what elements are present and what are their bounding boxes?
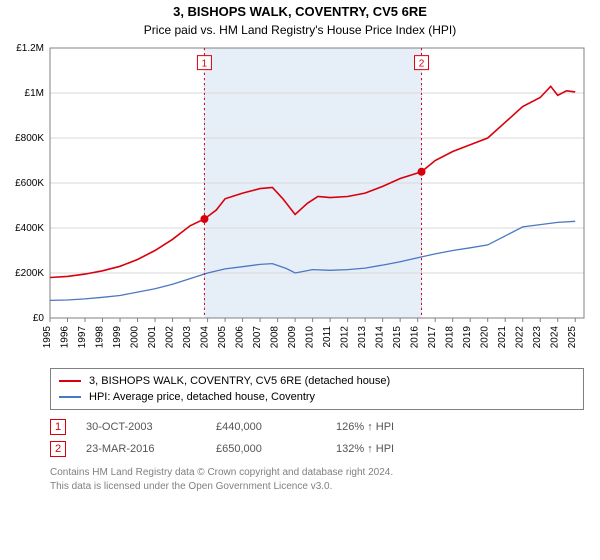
x-axis-label: 1995 [42, 326, 53, 349]
chart-container: 3, BISHOPS WALK, COVENTRY, CV5 6RE Price … [0, 0, 600, 560]
legend-swatch [59, 380, 81, 382]
x-axis-label: 2001 [147, 326, 158, 349]
transaction-hpi: 126% ↑ HPI [336, 421, 456, 433]
x-axis-label: 2006 [235, 326, 246, 349]
transaction-price: £440,000 [216, 421, 336, 433]
x-axis-label: 2023 [532, 326, 543, 349]
legend: 3, BISHOPS WALK, COVENTRY, CV5 6RE (deta… [50, 368, 584, 410]
x-axis-label: 2010 [305, 326, 316, 349]
x-axis-label: 1997 [77, 326, 88, 349]
footer-line-2: This data is licensed under the Open Gov… [50, 480, 584, 494]
marker-point [200, 215, 208, 223]
transaction-marker: 1 [50, 419, 66, 435]
x-axis-label: 2003 [182, 326, 193, 349]
x-axis-label: 2021 [497, 326, 508, 349]
x-axis-label: 2007 [252, 326, 263, 349]
x-axis-label: 2025 [567, 326, 578, 349]
legend-item: HPI: Average price, detached house, Cove… [59, 389, 575, 405]
transaction-row: 2 23-MAR-2016£650,000132% ↑ HPI [50, 438, 584, 460]
y-axis-label: £600K [15, 178, 44, 189]
x-axis-label: 2004 [200, 326, 211, 349]
x-axis-label: 2013 [357, 326, 368, 349]
marker-number: 2 [419, 59, 425, 70]
chart-area: 3, BISHOPS WALK, COVENTRY, CV5 6RE Price … [0, 0, 600, 360]
y-axis-label: £0 [33, 313, 45, 324]
legend-item: 3, BISHOPS WALK, COVENTRY, CV5 6RE (deta… [59, 373, 575, 389]
x-axis-label: 1998 [95, 326, 106, 349]
legend-label: 3, BISHOPS WALK, COVENTRY, CV5 6RE (deta… [89, 375, 390, 387]
chart-title: 3, BISHOPS WALK, COVENTRY, CV5 6RE [173, 4, 427, 19]
x-axis-label: 2024 [550, 326, 561, 349]
x-axis-label: 1999 [112, 326, 123, 349]
x-axis-label: 2014 [375, 326, 386, 349]
y-axis-label: £200K [15, 268, 44, 279]
price-chart-svg: 3, BISHOPS WALK, COVENTRY, CV5 6RE Price … [0, 0, 600, 360]
x-axis-label: 2019 [462, 326, 473, 349]
transaction-row: 1 30-OCT-2003£440,000126% ↑ HPI [50, 416, 584, 438]
x-axis-label: 2000 [130, 326, 141, 349]
transaction-date: 30-OCT-2003 [86, 421, 216, 433]
y-axis-label: £1M [25, 88, 44, 99]
x-axis-label: 2008 [270, 326, 281, 349]
y-axis-label: £400K [15, 223, 44, 234]
x-axis-label: 2011 [322, 326, 333, 348]
x-axis-label: 2005 [217, 326, 228, 349]
legend-label: HPI: Average price, detached house, Cove… [89, 391, 315, 403]
transaction-list: 1 30-OCT-2003£440,000126% ↑ HPI 2 23-MAR-20… [50, 416, 584, 460]
transaction-hpi: 132% ↑ HPI [336, 443, 456, 455]
x-axis-label: 2002 [165, 326, 176, 349]
transaction-price: £650,000 [216, 443, 336, 455]
x-axis-label: 2012 [340, 326, 351, 349]
y-axis-label: £1.2M [16, 43, 44, 54]
transaction-marker: 2 [50, 441, 66, 457]
x-axis-label: 2020 [480, 326, 491, 349]
x-axis-label: 1996 [60, 326, 71, 349]
legend-swatch [59, 396, 81, 398]
marker-number: 1 [202, 59, 208, 70]
x-axis-label: 2017 [427, 326, 438, 349]
y-axis-label: £800K [15, 133, 44, 144]
x-axis-label: 2022 [515, 326, 526, 349]
x-axis-label: 2009 [287, 326, 298, 349]
marker-point [418, 168, 426, 176]
transaction-date: 23-MAR-2016 [86, 443, 216, 455]
x-axis-label: 2016 [410, 326, 421, 349]
footer-line-1: Contains HM Land Registry data © Crown c… [50, 466, 584, 480]
x-axis-label: 2015 [392, 326, 403, 349]
footer: Contains HM Land Registry data © Crown c… [50, 466, 584, 493]
chart-subtitle: Price paid vs. HM Land Registry's House … [144, 23, 456, 37]
x-axis-label: 2018 [445, 326, 456, 349]
